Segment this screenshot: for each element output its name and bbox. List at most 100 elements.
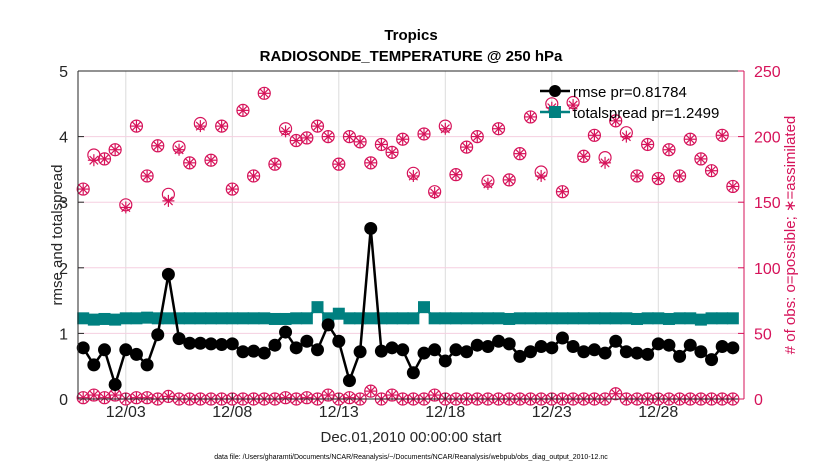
asterisk-stroke	[579, 151, 589, 161]
totalspread-point	[471, 312, 484, 325]
asterisk-stroke	[600, 158, 610, 168]
rmse-point	[481, 340, 495, 354]
obs-assimilated-point	[460, 141, 473, 154]
totalspread-point	[694, 313, 707, 326]
obs-assimilated-point	[300, 131, 313, 144]
asterisk-stroke	[131, 121, 142, 131]
rmse-point	[193, 336, 207, 350]
rmse-point	[321, 318, 335, 332]
rmse-point	[726, 341, 740, 355]
totalspread-point	[418, 301, 430, 314]
totalspread-point	[194, 312, 207, 325]
asterisk-stroke	[185, 158, 195, 168]
rmse-point	[598, 346, 612, 360]
obs-assimilated-bottom-point	[279, 391, 292, 404]
y-tick-label: 5	[59, 64, 68, 81]
asterisk-stroke	[99, 393, 110, 403]
rmse-point	[236, 345, 250, 359]
totalspread-point	[545, 312, 558, 325]
rmse-point	[524, 345, 537, 359]
obs-assimilated-bottom-point	[300, 391, 313, 404]
rmse-point	[311, 343, 324, 357]
obs-assimilated-point	[322, 130, 335, 143]
obs-assimilated-point	[631, 169, 643, 182]
totalspread-point	[205, 312, 217, 325]
rmse-point	[353, 345, 367, 359]
totalspread-point	[396, 312, 409, 325]
asterisk-stroke	[227, 184, 237, 194]
obs-assimilated-point	[183, 156, 196, 169]
obs-assimilated-point	[375, 138, 388, 151]
rmse-point	[715, 340, 729, 354]
asterisk-stroke	[387, 147, 397, 157]
totalspread-point	[258, 312, 271, 325]
totalspread-point	[364, 312, 377, 325]
totalspread-point	[77, 312, 90, 325]
obs-assimilated-bottom-point	[609, 387, 622, 400]
asterisk-stroke	[334, 159, 344, 169]
obs-assimilated-bottom-point	[343, 391, 356, 404]
asterisk-stroke	[621, 131, 631, 142]
rmse-point	[438, 354, 452, 368]
asterisk-stroke	[387, 390, 397, 400]
data-file-footer: data file: /Users/gharamti/Documents/NCA…	[214, 454, 608, 461]
rmse-point	[683, 338, 697, 352]
rmse-point	[555, 331, 569, 345]
obs-assimilated-point	[513, 147, 526, 160]
obs-assimilated-point	[364, 156, 377, 169]
obs-assimilated-point	[98, 152, 111, 165]
rmse-point	[470, 338, 484, 352]
chart-title: Tropics	[384, 27, 437, 44]
obs-assimilated-bottom-point	[77, 391, 90, 404]
asterisk-stroke	[259, 88, 269, 98]
asterisk-stroke	[142, 171, 152, 181]
asterisk-stroke	[643, 139, 653, 150]
rmse-point	[630, 346, 644, 360]
asterisk-stroke	[398, 134, 408, 144]
rmse-point	[492, 334, 506, 348]
x-tick-label: 12/13	[319, 404, 359, 421]
obs-assimilated-bottom-point	[98, 391, 111, 404]
asterisk-stroke	[430, 390, 440, 400]
obs-assimilated-point	[151, 139, 164, 152]
asterisk-stroke	[589, 130, 600, 140]
totalspread-point	[215, 312, 228, 325]
rmse-point	[406, 366, 420, 380]
rmse-point	[87, 358, 101, 372]
rmse-point	[641, 347, 655, 361]
obs-assimilated-point	[173, 143, 186, 156]
asterisk-stroke	[366, 386, 376, 396]
totalspread-point	[407, 312, 420, 325]
obs-assimilated-point	[119, 201, 132, 214]
asterisk-stroke	[355, 137, 365, 147]
totalspread-point	[428, 312, 441, 325]
rmse-point	[577, 345, 591, 359]
x-tick-label: 12/08	[212, 404, 252, 421]
rmse-point	[140, 358, 154, 372]
totalspread-point	[300, 312, 313, 325]
asterisk-stroke	[153, 141, 163, 151]
obs-assimilated-point	[279, 125, 292, 138]
totalspread-point	[449, 312, 462, 325]
asterisk-stroke	[280, 126, 291, 136]
totalspread-point	[162, 312, 175, 325]
asterisk-stroke	[430, 188, 440, 198]
totalspread-point	[98, 312, 111, 325]
asterisk-stroke	[483, 179, 493, 189]
obs-assimilated-bottom-point	[130, 391, 143, 404]
asterisk-stroke	[696, 154, 706, 164]
asterisk-stroke	[280, 393, 291, 403]
obs-assimilated-point	[258, 87, 271, 100]
obs-assimilated-point	[109, 143, 122, 156]
asterisk-stroke	[89, 390, 99, 400]
rmse-point	[225, 337, 239, 351]
obs-assimilated-point	[662, 143, 675, 156]
rmse-point	[417, 346, 431, 360]
chart-subtitle: RADIOSONDE_TEMPERATURE @ 250 hPa	[260, 48, 563, 65]
asterisk-stroke	[653, 173, 663, 184]
obs-assimilated-bottom-point	[364, 385, 377, 398]
asterisk-stroke	[323, 131, 333, 142]
obs-assimilated-point	[556, 185, 569, 198]
totalspread-point	[673, 312, 686, 325]
totalspread-point	[386, 312, 399, 325]
